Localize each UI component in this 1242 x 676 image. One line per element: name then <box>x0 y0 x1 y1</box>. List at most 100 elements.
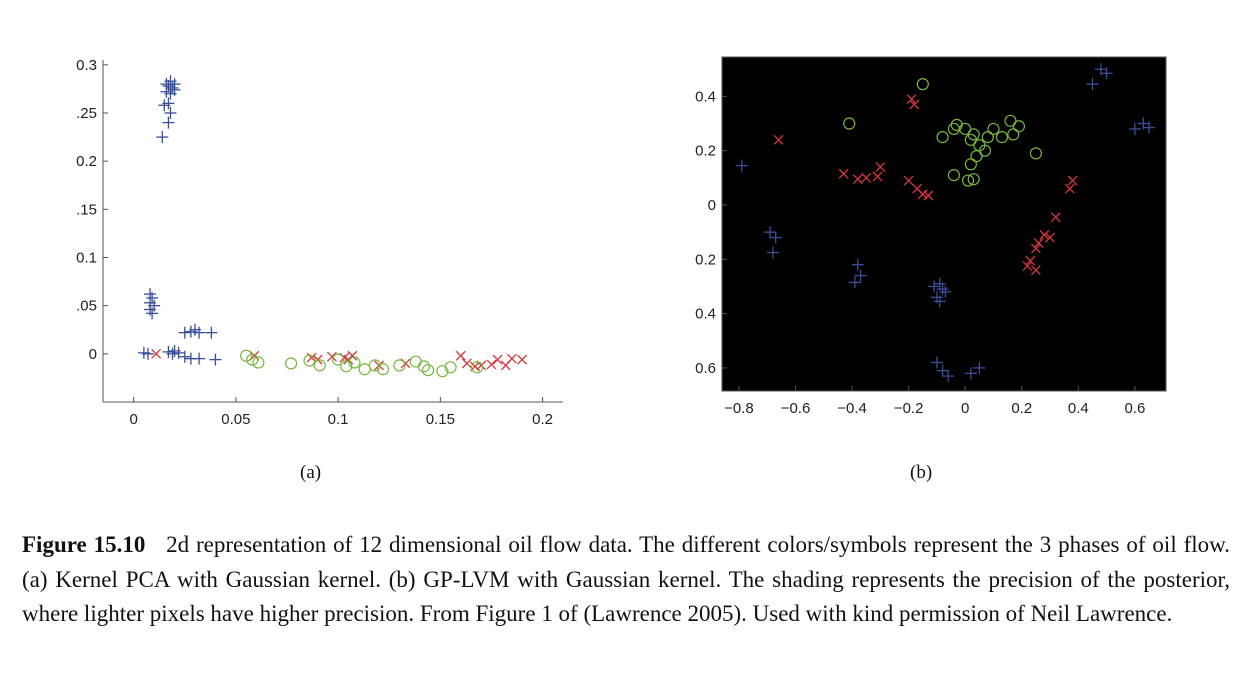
cross-marker <box>461 358 472 369</box>
circle-marker <box>1004 114 1017 127</box>
x-tick-label: −0.8 <box>724 400 754 417</box>
y-tick-label: 0.2 <box>695 143 716 160</box>
plus-marker <box>162 116 175 129</box>
circle-marker <box>444 361 457 374</box>
cross-marker <box>917 189 928 200</box>
circle-marker <box>332 353 345 366</box>
cross-marker <box>1064 183 1075 194</box>
plus-marker <box>964 367 977 380</box>
circle-marker <box>303 354 316 367</box>
x-tick-label: 0.2 <box>532 411 553 428</box>
cross-marker <box>1045 232 1056 243</box>
circle-marker <box>916 78 929 91</box>
plus-marker <box>166 347 179 360</box>
circle-marker <box>313 359 326 372</box>
plus-marker <box>156 131 169 144</box>
y-tick-label: 0.2 <box>695 251 716 268</box>
circle-marker <box>252 356 265 369</box>
panel-b-points <box>735 63 1156 383</box>
circle-marker <box>358 363 371 376</box>
circle-marker <box>843 117 856 130</box>
circle-marker <box>436 365 449 378</box>
circle-marker <box>987 122 1000 136</box>
circle-marker <box>368 359 382 372</box>
cross-marker <box>455 350 466 361</box>
cross-marker <box>1025 255 1036 266</box>
cross-marker <box>1067 175 1078 186</box>
x-tick-label: 0.15 <box>426 411 455 428</box>
plus-marker <box>933 277 946 290</box>
y-tick-label: 0.4 <box>695 306 716 323</box>
circle-marker <box>970 150 983 163</box>
plus-marker <box>942 370 955 383</box>
x-tick-label: 0 <box>129 411 137 428</box>
circle-marker <box>246 353 259 366</box>
x-tick-label: 0 <box>961 400 969 417</box>
circle-marker <box>959 122 972 136</box>
x-tick-label: 0.1 <box>328 411 349 428</box>
cross-marker <box>923 190 934 201</box>
y-tick-label: .15 <box>76 201 97 218</box>
circle-marker <box>340 360 353 373</box>
cross-marker <box>773 134 784 145</box>
cross-marker <box>492 354 503 365</box>
panel-a-axes: 0 0.05 0.1 0.15 0.20.050.1.150.2.250.3 <box>76 57 563 428</box>
cross-marker <box>852 174 863 185</box>
plus-marker <box>178 350 191 363</box>
y-tick-label: .25 <box>76 105 97 122</box>
circle-marker <box>967 128 980 141</box>
circle-marker <box>981 131 994 144</box>
cross-marker <box>347 350 358 361</box>
y-tick-label: 0 <box>89 346 97 363</box>
plus-marker <box>936 283 949 296</box>
circle-marker <box>947 169 960 182</box>
plus-marker <box>973 361 986 374</box>
x-tick-label: 0.05 <box>221 411 250 428</box>
circle-marker <box>417 360 431 373</box>
plus-marker <box>146 291 159 304</box>
plus-marker <box>928 280 941 293</box>
plus-marker <box>933 295 946 308</box>
cross-marker <box>517 354 528 365</box>
circle-marker <box>409 355 422 368</box>
y-tick-label: 0 <box>708 197 716 214</box>
panel-b-label: (b) <box>910 462 933 483</box>
plus-marker <box>158 99 171 112</box>
y-tick-label: 0.1 <box>76 249 97 266</box>
plus-marker <box>1128 122 1141 135</box>
circle-marker <box>995 131 1009 144</box>
plus-marker <box>1100 67 1113 80</box>
plus-marker <box>854 269 867 282</box>
plus-marker <box>146 307 159 320</box>
plus-marker <box>1086 78 1099 91</box>
panel-b-axes: −0.8 −0.6 −0.4 −0.2 0 0.2 0.4 0.6 0.4 0.2 0 0.2 0.4 0… <box>695 56 1167 417</box>
y-tick-label: 0.2 <box>76 153 97 170</box>
circle-marker <box>1029 147 1043 160</box>
figure-caption: Figure 15.10 2d representation of 12 dim… <box>22 528 1230 632</box>
plus-marker <box>851 258 864 271</box>
cross-marker <box>838 168 849 179</box>
panel-b-chart: −0.8 −0.6 −0.4 −0.2 0 0.2 0.4 0.6 0.4 0.2 0 0.2 0.4 0… <box>695 56 1167 417</box>
circle-marker <box>348 356 361 369</box>
circle-marker <box>421 364 435 377</box>
cross-marker <box>327 351 337 362</box>
panel-a-points <box>137 75 528 378</box>
y-tick-label: 0.4 <box>695 88 716 105</box>
cross-marker <box>486 359 497 370</box>
plus-marker <box>930 356 943 369</box>
x-tick-label: 0.6 <box>1124 400 1145 417</box>
plus-marker <box>769 231 782 244</box>
y-tick-label: .05 <box>76 298 97 315</box>
x-tick-label: −0.4 <box>837 400 867 417</box>
plus-marker <box>168 83 181 96</box>
plus-marker <box>735 159 748 172</box>
x-tick-label: −0.6 <box>781 400 811 417</box>
plus-marker <box>939 285 952 298</box>
plus-marker <box>164 106 177 119</box>
figure-caption-label: Figure 15.10 <box>22 532 146 557</box>
cross-marker <box>875 162 886 172</box>
plus-marker <box>193 352 206 365</box>
circle-marker <box>376 363 390 376</box>
cross-marker <box>872 171 883 182</box>
circle-marker <box>964 158 977 171</box>
